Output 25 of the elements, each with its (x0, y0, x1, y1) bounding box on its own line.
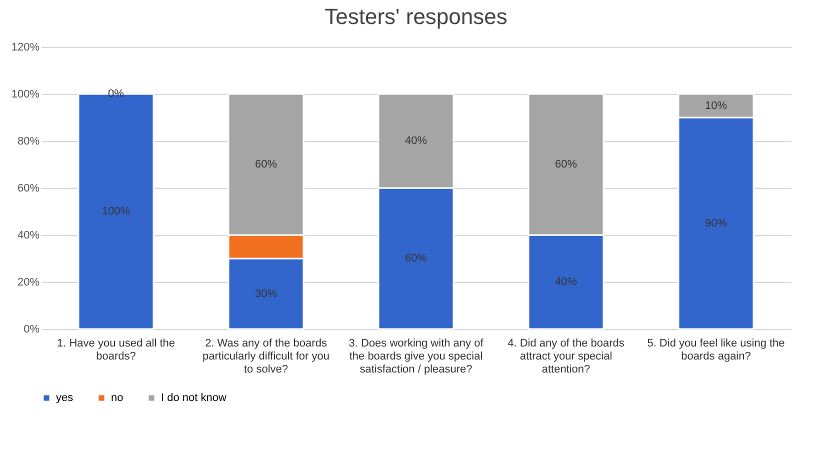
chart-title: Testers' responses (324, 4, 508, 29)
y-tick-label: 0% (24, 324, 40, 336)
data-label: 30% (254, 288, 278, 300)
y-tick-label: 120% (11, 42, 40, 54)
data-label: 100% (102, 206, 130, 218)
y-tick-label: 60% (17, 182, 40, 194)
y-tick-label: 100% (11, 88, 40, 100)
y-tick-label: 80% (17, 136, 40, 148)
data-label: 40% (404, 135, 428, 147)
x-tick-label: 1. Have you used all the boards? (56, 338, 176, 362)
y-tick-label: 20% (17, 276, 40, 288)
legend-label: I do not know (161, 392, 226, 404)
data-label: 10% (704, 100, 728, 112)
data-label: 90% (704, 217, 728, 230)
x-tick-label: 2. Was any of the boards particularly difficult for you to solve? (202, 338, 330, 376)
legend-label: no (111, 392, 124, 404)
data-label: 60% (554, 158, 578, 170)
x-tick-label: 5. Did you feel like using the boards again? (647, 338, 785, 362)
x-tick-label: 3. Does working with any of the boards give you special satisfaction / pleasure? (348, 338, 484, 376)
data-label: 60% (404, 252, 428, 264)
y-tick-label: 40% (17, 230, 40, 242)
data-label: 40% (554, 276, 578, 288)
data-label: 60% (254, 158, 278, 170)
x-tick-label: 4. Did any of the boards attract your special attention? (508, 338, 625, 376)
legend-label: yes (56, 392, 74, 404)
